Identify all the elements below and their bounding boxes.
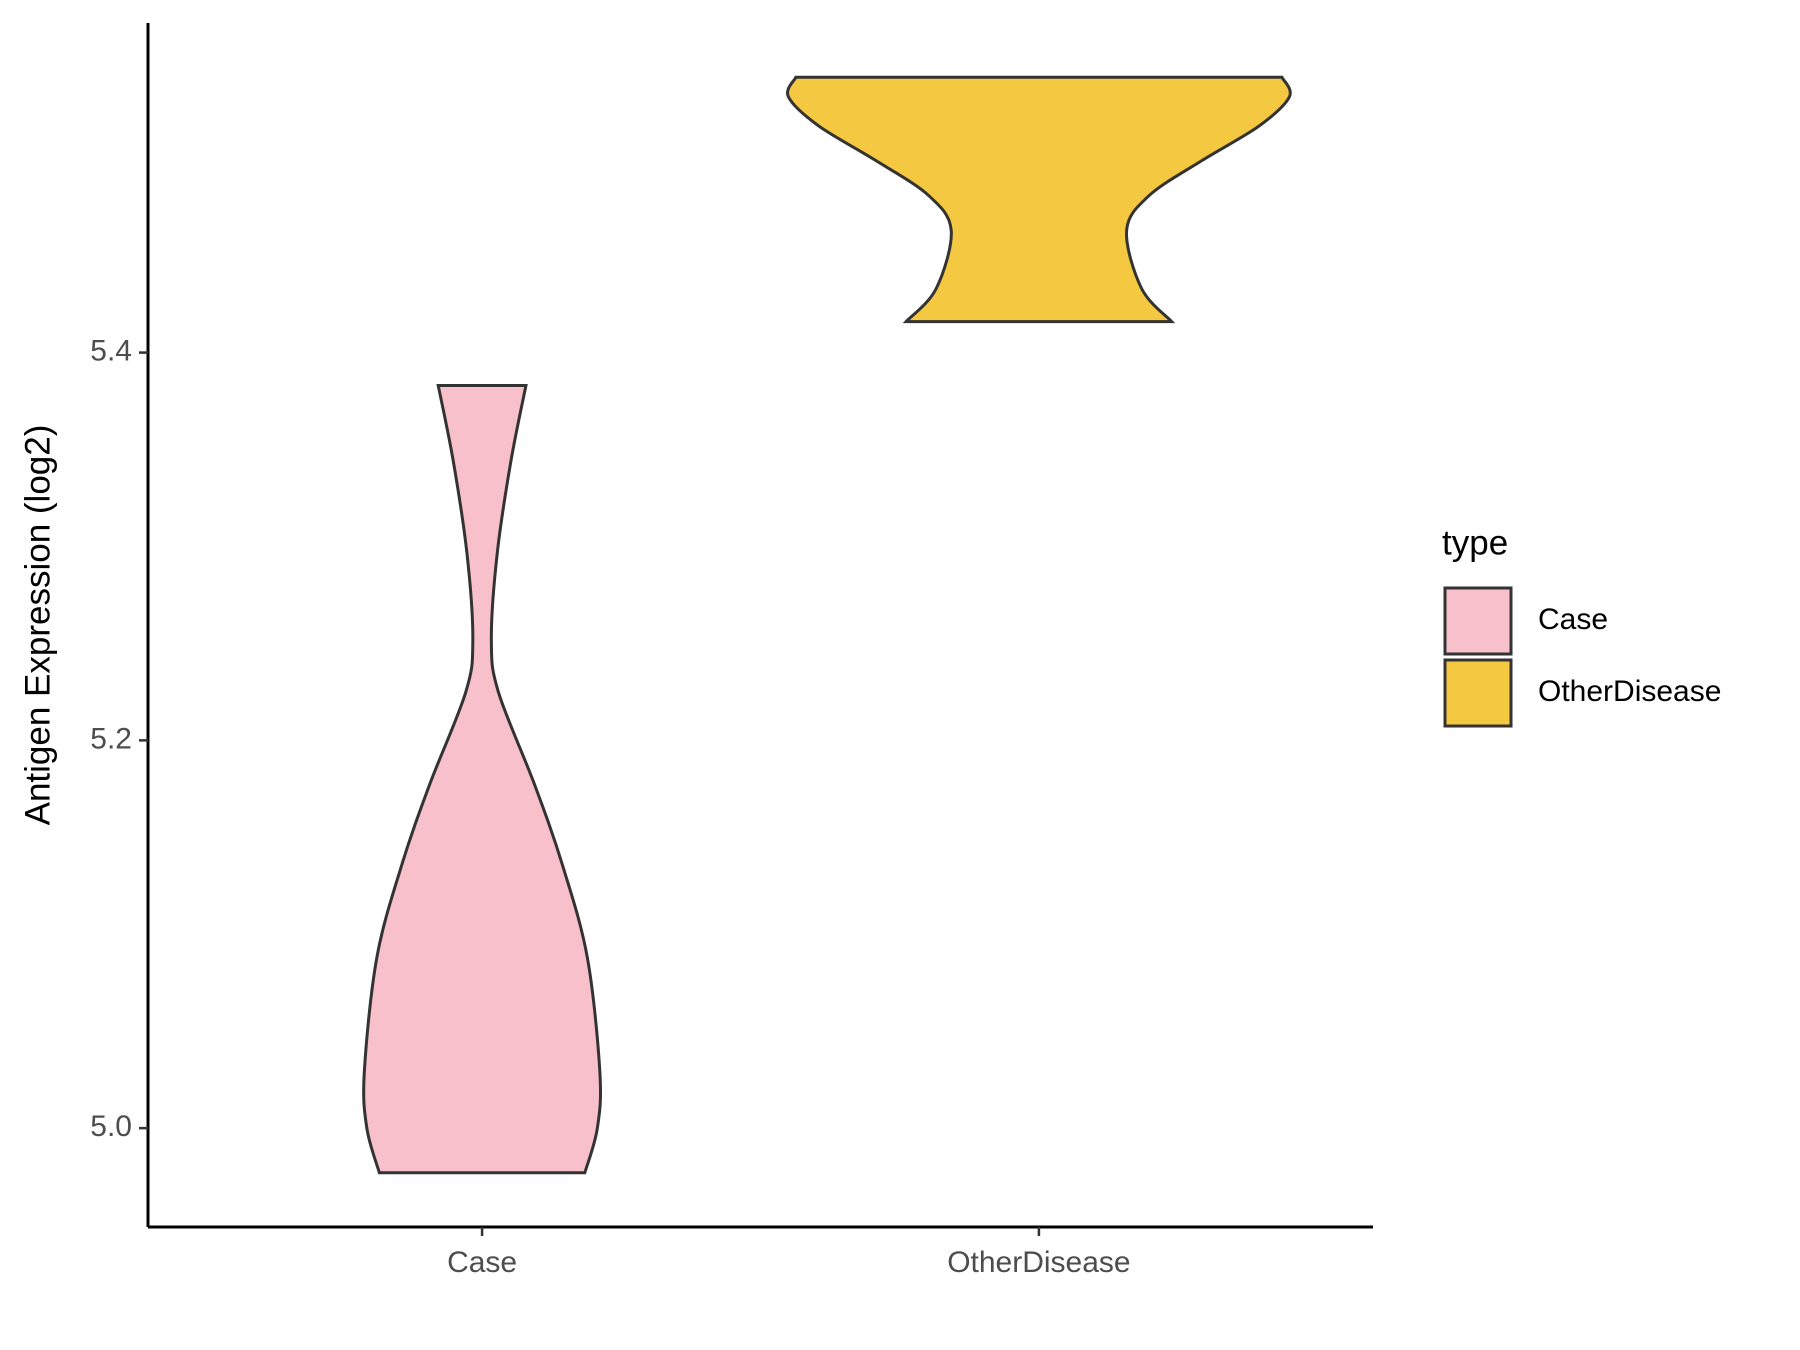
x-tick-label: Case xyxy=(447,1246,517,1279)
y-axis-title: Antigen Expression (log2) xyxy=(18,425,57,826)
violin xyxy=(362,384,603,1175)
y-tick-label: 5.2 xyxy=(90,722,132,755)
legend-title: type xyxy=(1442,523,1508,562)
x-tick-label: OtherDisease xyxy=(947,1246,1130,1279)
legend-label: OtherDisease xyxy=(1538,675,1721,708)
legend-label: Case xyxy=(1538,603,1608,636)
legend-key xyxy=(1443,658,1513,728)
y-tick-label: 5.4 xyxy=(90,335,132,368)
violin xyxy=(786,75,1292,324)
legend-key xyxy=(1443,586,1513,656)
y-tick-label: 5.0 xyxy=(90,1110,132,1143)
